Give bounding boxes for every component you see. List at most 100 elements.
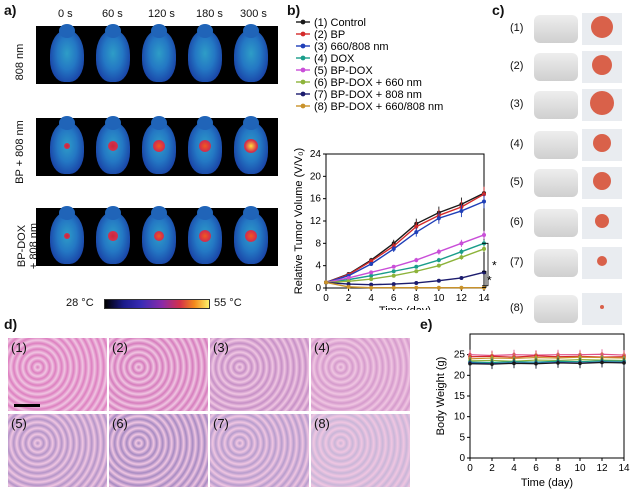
- mouse-thermal-image: [142, 206, 176, 264]
- y-tick-label: 15: [454, 391, 466, 402]
- tumor-heat-spot: [108, 141, 118, 151]
- data-point: [324, 280, 328, 285]
- x-tick-label: 10: [433, 293, 445, 304]
- tumor-heat-spot: [108, 231, 118, 241]
- y-axis-label: Relative Tumor Volume (V/V₀): [293, 148, 305, 294]
- photo-row-label: (3): [510, 98, 524, 110]
- legend-marker: [300, 19, 306, 25]
- data-point: [482, 232, 486, 237]
- mouse-tumor-photo: [534, 166, 624, 200]
- tumor-heat-spot: [244, 139, 258, 153]
- series-line: [325, 248, 485, 284]
- data-point: [459, 255, 464, 260]
- data-point: [490, 362, 494, 366]
- y-tick-label: 20: [454, 370, 466, 381]
- significance-bracket: [482, 242, 489, 287]
- tumor-heat-spot: [63, 232, 71, 240]
- data-point: [459, 208, 464, 213]
- mouse-tumor-photo: [534, 246, 624, 280]
- data-point: [482, 192, 486, 197]
- x-tick-label: 10: [574, 463, 586, 474]
- x-tick-label: 2: [346, 293, 352, 304]
- time-label-0: 0 s: [58, 8, 73, 20]
- mouse-thermal-image: [234, 116, 268, 174]
- colorbar-max-label: 55 °C: [214, 297, 242, 309]
- data-point: [512, 361, 516, 366]
- data-point: [482, 246, 486, 251]
- data-point: [459, 275, 464, 280]
- panel-label-a: a): [4, 2, 17, 18]
- histology-section: (3): [210, 338, 309, 411]
- mouse-photo: [534, 15, 578, 43]
- histology-section: (1): [8, 338, 107, 411]
- series-line: [469, 356, 625, 360]
- legend-marker: [300, 55, 306, 61]
- histology-section: (8): [311, 414, 410, 487]
- legend-entry: (5) BP-DOX: [314, 65, 373, 77]
- x-axis-label: Time (day): [521, 477, 573, 489]
- time-label-3: 180 s: [196, 8, 223, 20]
- histology-label: (5): [11, 416, 27, 431]
- photo-row-label: (5): [510, 176, 524, 188]
- colorbar-min-label: 28 °C: [66, 297, 94, 309]
- data-point: [369, 261, 374, 266]
- time-label-4: 300 s: [240, 8, 267, 20]
- tumor-tissue: [597, 256, 607, 266]
- panel-d-histology: (1) (2) (3) (4) (5) (6) (7) (8): [8, 338, 413, 490]
- data-point: [369, 277, 374, 282]
- legend-marker: [300, 91, 306, 97]
- y-tick-label: 12: [310, 216, 322, 227]
- mouse-thermal-image: [96, 206, 130, 264]
- photo-row-label: (2): [510, 60, 524, 72]
- data-point: [391, 273, 396, 278]
- series-line: [325, 234, 485, 284]
- photo-row-label: (1): [510, 22, 524, 34]
- data-point: [436, 278, 441, 283]
- histology-label: (1): [11, 340, 27, 355]
- data-point: [622, 361, 626, 365]
- y-tick-label: 0: [459, 453, 465, 464]
- histology-label: (8): [314, 416, 330, 431]
- thermal-row-1: [36, 24, 278, 84]
- data-point: [414, 264, 419, 269]
- photo-row-label: (7): [510, 256, 524, 268]
- data-point: [482, 199, 486, 204]
- data-point: [369, 273, 374, 278]
- legend-marker: [300, 31, 306, 37]
- data-point: [369, 282, 374, 287]
- data-point: [414, 224, 419, 229]
- tumor-heat-spot: [153, 230, 165, 242]
- legend-entry: (2) BP: [314, 29, 345, 41]
- photo-row-label: (6): [510, 216, 524, 228]
- data-point: [436, 258, 441, 263]
- histology-label: (7): [213, 416, 229, 431]
- data-point: [534, 361, 538, 366]
- photo-row-label: (4): [510, 138, 524, 150]
- data-point: [391, 264, 396, 269]
- histology-label: (3): [213, 340, 229, 355]
- series-line: [325, 193, 485, 284]
- series-line: [325, 281, 484, 289]
- legend-entry: (7) BP-DOX + 808 nm: [314, 89, 422, 101]
- histology-section: (4): [311, 338, 410, 411]
- x-tick-label: 8: [555, 463, 561, 474]
- plot-frame: [325, 153, 485, 289]
- data-point: [459, 241, 464, 246]
- panel-label-d: d): [4, 316, 18, 332]
- tumor-tissue: [593, 134, 611, 152]
- data-point: [391, 246, 396, 251]
- tumor-photo: [582, 247, 622, 279]
- tumor-tissue: [595, 214, 609, 228]
- data-point: [391, 285, 396, 290]
- x-tick-label: 12: [456, 293, 468, 304]
- mouse-tumor-photo: [534, 206, 624, 240]
- x-tick-label: 8: [414, 293, 420, 304]
- data-point: [414, 269, 419, 274]
- mouse-thermal-image: [50, 24, 84, 82]
- panel-label-c: c): [492, 2, 505, 18]
- mouse-thermal-image: [188, 116, 222, 174]
- legend-marker: [300, 43, 306, 49]
- y-tick-label: 4: [315, 261, 321, 272]
- data-point: [369, 270, 374, 275]
- mouse-tumor-photo: [534, 88, 624, 122]
